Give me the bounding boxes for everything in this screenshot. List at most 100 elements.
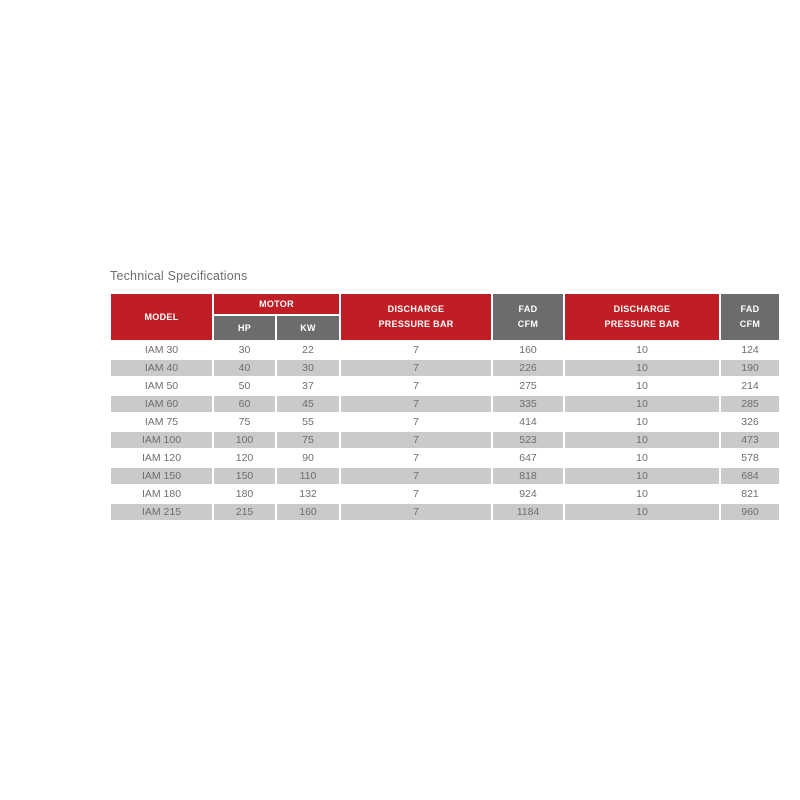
table-row: IAM 215 215 160 7 1184 10 960 — [109, 502, 781, 522]
cell-kw: 30 — [275, 358, 341, 378]
discharge-label-line2: PRESSURE BAR — [378, 319, 454, 329]
cell-kw: 22 — [275, 340, 341, 360]
cell-discharge-bar-1: 7 — [339, 448, 493, 468]
cell-model: IAM 60 — [109, 394, 214, 414]
fad-label-line2: CFM — [517, 319, 539, 329]
cell-fad-cfm-1: 414 — [491, 412, 565, 432]
col-header-motor: MOTOR — [212, 292, 341, 316]
cell-discharge-bar-1: 7 — [339, 502, 493, 522]
cell-model: IAM 75 — [109, 412, 214, 432]
cell-discharge-bar-1: 7 — [339, 394, 493, 414]
cell-fad-cfm-1: 226 — [491, 358, 565, 378]
cell-fad-cfm-2: 214 — [719, 376, 781, 396]
cell-discharge-bar-1: 7 — [339, 466, 493, 486]
technical-specifications-section: Technical Specifications MODEL MOTOR DIS… — [109, 269, 781, 522]
cell-kw: 45 — [275, 394, 341, 414]
cell-model: IAM 150 — [109, 466, 214, 486]
col-header-model: MODEL — [109, 292, 214, 342]
cell-fad-cfm-1: 275 — [491, 376, 565, 396]
cell-kw: 55 — [275, 412, 341, 432]
cell-fad-cfm-1: 818 — [491, 466, 565, 486]
spec-table-body: IAM 30 30 22 7 160 10 124 IAM 40 40 30 7 226 10 190 IA… — [109, 340, 781, 522]
cell-model: IAM 215 — [109, 502, 214, 522]
cell-discharge-bar-2: 10 — [563, 448, 721, 468]
cell-hp: 215 — [212, 502, 277, 522]
cell-hp: 120 — [212, 448, 277, 468]
table-row: IAM 40 40 30 7 226 10 190 — [109, 358, 781, 378]
table-row: IAM 75 75 55 7 414 10 326 — [109, 412, 781, 432]
table-row: IAM 30 30 22 7 160 10 124 — [109, 340, 781, 360]
spec-table: MODEL MOTOR DISCHARGE PRESSURE BAR FAD C… — [109, 292, 781, 522]
cell-discharge-bar-1: 7 — [339, 430, 493, 450]
section-title: Technical Specifications — [110, 269, 248, 283]
cell-discharge-bar-2: 10 — [563, 412, 721, 432]
cell-fad-cfm-1: 160 — [491, 340, 565, 360]
cell-hp: 75 — [212, 412, 277, 432]
table-row: IAM 60 60 45 7 335 10 285 — [109, 394, 781, 414]
cell-fad-cfm-1: 1184 — [491, 502, 565, 522]
fad-label-line1: FAD — [740, 304, 760, 314]
cell-kw: 37 — [275, 376, 341, 396]
cell-discharge-bar-1: 7 — [339, 484, 493, 504]
cell-fad-cfm-2: 326 — [719, 412, 781, 432]
cell-discharge-bar-2: 10 — [563, 502, 721, 522]
table-row: IAM 100 100 75 7 523 10 473 — [109, 430, 781, 450]
cell-kw: 75 — [275, 430, 341, 450]
cell-fad-cfm-2: 821 — [719, 484, 781, 504]
cell-fad-cfm-1: 647 — [491, 448, 565, 468]
table-row: IAM 150 150 110 7 818 10 684 — [109, 466, 781, 486]
col-header-kw: KW — [275, 314, 341, 342]
cell-fad-cfm-2: 124 — [719, 340, 781, 360]
cell-model: IAM 40 — [109, 358, 214, 378]
spec-table-header: MODEL MOTOR DISCHARGE PRESSURE BAR FAD C… — [109, 292, 781, 342]
cell-discharge-bar-2: 10 — [563, 358, 721, 378]
cell-discharge-bar-1: 7 — [339, 376, 493, 396]
cell-discharge-bar-2: 10 — [563, 466, 721, 486]
cell-discharge-bar-2: 10 — [563, 484, 721, 504]
cell-fad-cfm-2: 190 — [719, 358, 781, 378]
table-row: IAM 120 120 90 7 647 10 578 — [109, 448, 781, 468]
col-header-hp: HP — [212, 314, 277, 342]
cell-discharge-bar-1: 7 — [339, 412, 493, 432]
discharge-label-line1: DISCHARGE — [387, 304, 445, 314]
cell-model: IAM 50 — [109, 376, 214, 396]
col-header-fad-1: FAD CFM — [491, 292, 565, 342]
cell-hp: 30 — [212, 340, 277, 360]
cell-hp: 60 — [212, 394, 277, 414]
cell-model: IAM 30 — [109, 340, 214, 360]
table-row: IAM 50 50 37 7 275 10 214 — [109, 376, 781, 396]
cell-hp: 180 — [212, 484, 277, 504]
cell-discharge-bar-2: 10 — [563, 376, 721, 396]
cell-fad-cfm-2: 960 — [719, 502, 781, 522]
cell-discharge-bar-2: 10 — [563, 394, 721, 414]
cell-model: IAM 120 — [109, 448, 214, 468]
cell-hp: 50 — [212, 376, 277, 396]
fad-label-line1: FAD — [518, 304, 538, 314]
cell-fad-cfm-1: 523 — [491, 430, 565, 450]
col-header-discharge-pressure-1: DISCHARGE PRESSURE BAR — [339, 292, 493, 342]
cell-fad-cfm-2: 578 — [719, 448, 781, 468]
discharge-label-line1: DISCHARGE — [613, 304, 671, 314]
table-row: IAM 180 180 132 7 924 10 821 — [109, 484, 781, 504]
discharge-label-line2: PRESSURE BAR — [604, 319, 680, 329]
cell-fad-cfm-1: 924 — [491, 484, 565, 504]
cell-fad-cfm-2: 684 — [719, 466, 781, 486]
col-header-fad-2: FAD CFM — [719, 292, 781, 342]
fad-label-line2: CFM — [739, 319, 761, 329]
cell-discharge-bar-2: 10 — [563, 430, 721, 450]
header-row-sub: HP KW — [110, 314, 780, 342]
cell-model: IAM 100 — [109, 430, 214, 450]
cell-discharge-bar-1: 7 — [339, 340, 493, 360]
cell-discharge-bar-1: 7 — [339, 358, 493, 378]
cell-kw: 110 — [275, 466, 341, 486]
cell-fad-cfm-1: 335 — [491, 394, 565, 414]
cell-kw: 90 — [275, 448, 341, 468]
cell-kw: 132 — [275, 484, 341, 504]
cell-hp: 40 — [212, 358, 277, 378]
cell-fad-cfm-2: 285 — [719, 394, 781, 414]
cell-hp: 150 — [212, 466, 277, 486]
cell-discharge-bar-2: 10 — [563, 340, 721, 360]
col-header-discharge-pressure-2: DISCHARGE PRESSURE BAR — [563, 292, 721, 342]
cell-hp: 100 — [212, 430, 277, 450]
cell-model: IAM 180 — [109, 484, 214, 504]
